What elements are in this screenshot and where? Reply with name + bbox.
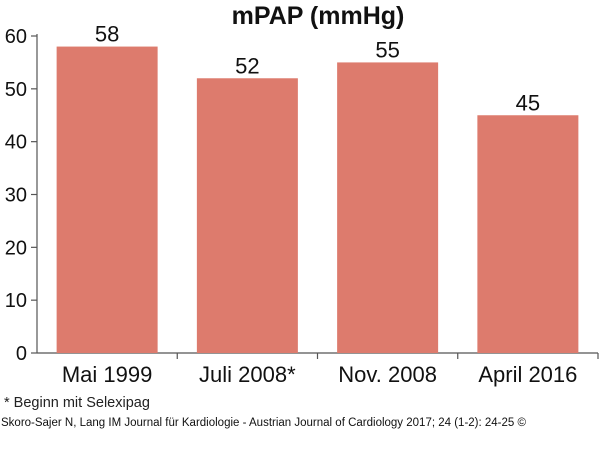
bars	[56, 46, 579, 354]
footnote: * Beginn mit Selexipag	[4, 395, 150, 411]
chart-title: mPAP (mmHg)	[232, 2, 405, 30]
x-tick-label: Juli 2008*	[199, 362, 296, 387]
value-label: 55	[375, 37, 399, 62]
x-tick-labels: Mai 1999 Juli 2008* Nov. 2008 April 2016	[62, 362, 578, 387]
y-tick-label: 10	[5, 290, 27, 312]
y-tick-label: 60	[5, 26, 27, 48]
value-label: 52	[235, 53, 259, 78]
x-tick-label: Nov. 2008	[338, 362, 437, 387]
value-label: 58	[95, 22, 119, 47]
bar	[56, 46, 158, 354]
x-axis	[37, 352, 599, 359]
value-label: 45	[516, 90, 540, 115]
x-tick-label: Mai 1999	[62, 362, 153, 387]
bar	[477, 115, 579, 353]
x-tick-label: April 2016	[478, 362, 577, 387]
y-tick-label: 40	[5, 132, 27, 154]
y-tick-label: 20	[5, 237, 27, 259]
citation: Skoro-Sajer N, Lang IM Journal für Kardi…	[1, 417, 526, 429]
y-tick-label: 0	[16, 343, 27, 365]
bar	[196, 78, 298, 354]
bar	[337, 62, 439, 354]
y-tick-label: 30	[5, 185, 27, 207]
value-labels: 58 52 55 45	[95, 22, 540, 116]
y-tick-label: 50	[5, 79, 27, 101]
y-axis: 0 10 20 30 40 50 60	[5, 26, 38, 365]
